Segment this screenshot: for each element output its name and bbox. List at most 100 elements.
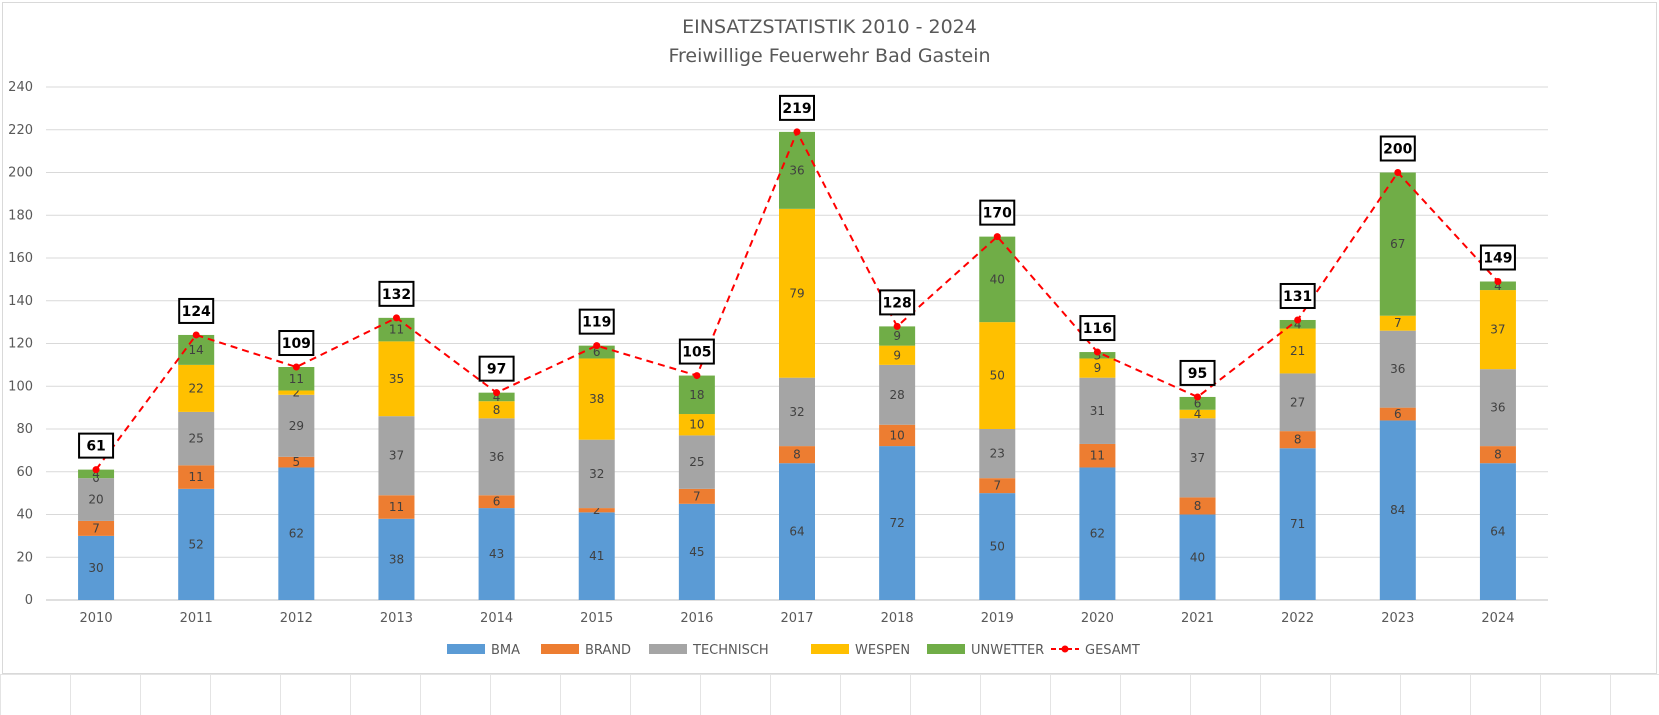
bar-segment (979, 322, 1016, 429)
bar-segment (879, 326, 916, 346)
bar-segment (1479, 369, 1516, 447)
total-marker (793, 128, 801, 136)
bar-segment (1279, 373, 1316, 432)
y-tick-label: 0 (25, 593, 33, 608)
bar-segment (1179, 396, 1216, 410)
data-label: 18 (689, 388, 704, 402)
bar-segment (378, 341, 415, 417)
data-label: 52 (189, 537, 204, 551)
legend-label: GESAMT (1085, 643, 1140, 658)
chart-subtitle: Freiwillige Feuerwehr Bad Gastein (668, 45, 991, 67)
bar-segment (178, 488, 215, 600)
y-tick-label: 240 (8, 80, 33, 95)
bar-segment (1479, 463, 1516, 600)
bar-segment (378, 416, 415, 496)
bar-segment (779, 463, 815, 600)
data-label: 64 (1490, 525, 1505, 539)
bar-segment (478, 401, 515, 419)
bar-segment (278, 367, 315, 391)
data-label: 38 (389, 552, 404, 566)
bar-segment (1279, 448, 1316, 600)
data-label: 21 (1290, 344, 1305, 358)
bar-segment (879, 424, 916, 447)
data-label: 36 (1490, 401, 1505, 415)
bar-segment (1279, 328, 1316, 374)
total-label: 200 (1383, 142, 1412, 158)
data-label: 9 (1094, 361, 1102, 375)
data-label: 4 (1194, 407, 1202, 421)
data-label: 25 (189, 432, 204, 446)
data-label: 2 (593, 503, 601, 517)
total-label: 132 (382, 287, 411, 303)
bar-segment (1179, 514, 1216, 600)
bar-segment (178, 465, 215, 489)
bar-segment (278, 467, 315, 600)
total-label-box (178, 297, 215, 324)
bar-segment (779, 131, 815, 209)
x-tick-label: 2015 (580, 611, 613, 626)
total-label: 149 (1483, 251, 1512, 267)
bar-segment (879, 345, 916, 365)
bar-segment (278, 456, 315, 468)
total-label: 97 (487, 362, 506, 378)
chart-plot: 0204060801001201401601802002202403072004… (8, 80, 1548, 658)
data-label: 27 (1290, 395, 1305, 409)
data-label: 35 (389, 372, 404, 386)
bar-segment (879, 364, 916, 425)
data-label: 6 (593, 345, 601, 359)
bar-segment (78, 469, 115, 479)
bar-segment (378, 495, 415, 519)
legend-label: UNWETTER (971, 643, 1044, 658)
data-label: 37 (1490, 323, 1505, 337)
bar-segment (78, 520, 115, 536)
y-tick-label: 20 (16, 550, 33, 565)
bar-segment (1479, 446, 1516, 464)
data-label: 4 (493, 390, 501, 404)
data-label: 43 (489, 547, 504, 561)
bar-segment (979, 429, 1016, 479)
data-label: 23 (990, 447, 1005, 461)
data-label: 28 (889, 388, 904, 402)
data-label: 11 (1090, 449, 1105, 463)
legend-swatch (447, 644, 485, 654)
total-label-box (879, 289, 916, 316)
total-label: 119 (582, 315, 611, 331)
data-label: 8 (493, 403, 501, 417)
data-label: 7 (993, 479, 1001, 493)
total-label-box (478, 355, 515, 382)
total-label: 219 (782, 101, 811, 117)
total-marker (693, 372, 701, 380)
bar-segment (779, 377, 815, 447)
total-marker (392, 314, 400, 322)
total-label-box (78, 432, 115, 459)
total-label-box (1179, 359, 1216, 386)
total-label: 131 (1283, 289, 1312, 305)
chart-title: EINSATZSTATISTIK 2010 - 2024 (682, 16, 977, 38)
data-label: 25 (689, 455, 704, 469)
data-label: 30 (88, 561, 103, 575)
data-label: 8 (1294, 433, 1302, 447)
data-label: 4 (92, 467, 100, 481)
total-marker (993, 233, 1001, 241)
bar-segment (678, 435, 715, 489)
bar-segment (979, 493, 1016, 600)
bar-segment (478, 495, 515, 509)
total-label-box (779, 94, 815, 121)
total-label: 170 (983, 206, 1012, 222)
total-marker (92, 466, 100, 474)
data-label: 5 (293, 455, 301, 469)
spreadsheet-grid (0, 674, 1659, 715)
bar-segment (578, 439, 615, 509)
data-label: 36 (489, 450, 504, 464)
data-label: 7 (1394, 316, 1402, 330)
total-marker (493, 389, 501, 397)
x-tick-label: 2011 (180, 611, 213, 626)
data-label: 4 (1494, 279, 1502, 293)
x-tick-label: 2012 (280, 611, 313, 626)
bar-segment (1079, 443, 1116, 468)
y-tick-label: 60 (16, 465, 33, 480)
data-label: 45 (689, 545, 704, 559)
data-label: 41 (589, 549, 604, 563)
data-label: 64 (789, 525, 804, 539)
total-label: 95 (1188, 366, 1207, 382)
